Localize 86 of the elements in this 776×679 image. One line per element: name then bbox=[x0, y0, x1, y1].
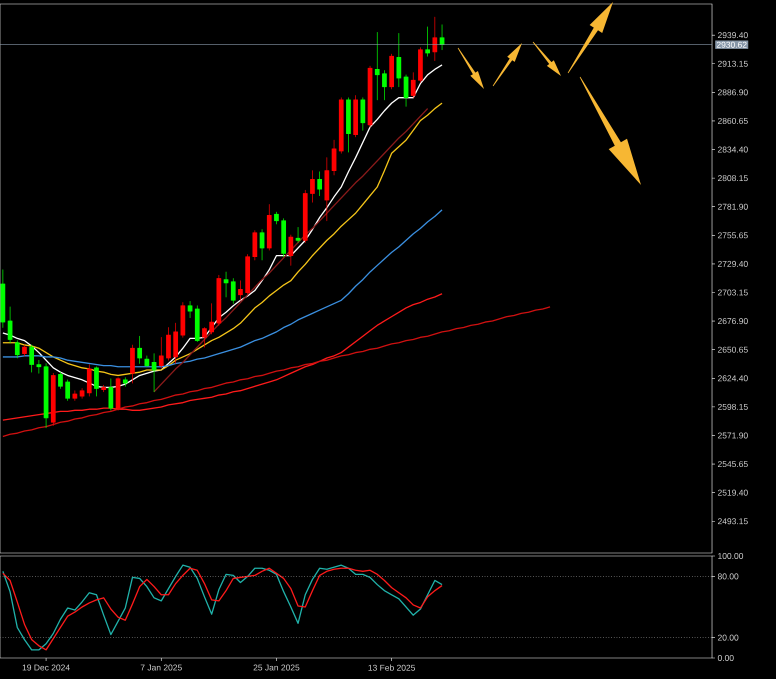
candlestick bbox=[410, 72, 416, 98]
candlestick bbox=[260, 229, 264, 260]
x-tick-label: 13 Feb 2025 bbox=[368, 664, 416, 671]
candlestick bbox=[302, 190, 308, 243]
candlestick bbox=[152, 353, 156, 392]
candlestick bbox=[296, 226, 300, 243]
candlestick bbox=[252, 230, 258, 260]
candlestick bbox=[65, 379, 70, 401]
y-tick-label: 80.00 bbox=[718, 573, 738, 580]
candlestick bbox=[122, 377, 128, 387]
y-tick-label: 2808.15 bbox=[718, 175, 748, 182]
candlestick bbox=[72, 390, 78, 401]
candlestick bbox=[29, 344, 34, 373]
candlestick bbox=[230, 278, 236, 304]
candlestick bbox=[36, 360, 42, 374]
candlestick bbox=[58, 372, 63, 389]
y-tick-label: 2886.90 bbox=[718, 89, 748, 96]
candlestick bbox=[44, 363, 48, 428]
candlestick bbox=[14, 340, 20, 358]
candlestick bbox=[22, 344, 27, 356]
candlestick bbox=[288, 234, 294, 266]
candlestick bbox=[180, 302, 186, 338]
y-tick-label: 2703.15 bbox=[718, 290, 748, 296]
candlestick bbox=[116, 377, 120, 411]
candlestick bbox=[368, 66, 372, 128]
y-tick-label: 2755.65 bbox=[718, 232, 748, 238]
candlestick bbox=[0, 269, 6, 328]
candlestick bbox=[94, 366, 99, 396]
candlestick bbox=[173, 322, 178, 364]
y-tick-label: 2519.40 bbox=[718, 490, 748, 496]
y-tick-label: 2676.90 bbox=[718, 318, 748, 324]
candlestick bbox=[50, 372, 56, 426]
candlestick bbox=[86, 364, 92, 396]
candlestick bbox=[80, 388, 84, 399]
candlestick bbox=[245, 254, 250, 294]
y-tick-label: 0.00 bbox=[718, 655, 734, 661]
candlestick bbox=[281, 218, 286, 258]
y-tick-label: 2729.40 bbox=[718, 260, 748, 267]
x-tick-label: 25 Jan 2025 bbox=[254, 664, 300, 671]
candlestick bbox=[108, 378, 114, 411]
candlestick bbox=[188, 301, 192, 318]
candlestick bbox=[353, 95, 358, 138]
candlestick bbox=[338, 97, 344, 154]
candlestick bbox=[332, 140, 336, 176]
y-tick-label: 2781.90 bbox=[718, 204, 748, 210]
candlestick bbox=[209, 303, 214, 334]
candlestick bbox=[101, 384, 106, 392]
candlestick bbox=[310, 170, 315, 203]
candlestick bbox=[382, 70, 387, 100]
y-tick-label: 2598.15 bbox=[718, 404, 748, 410]
candlestick bbox=[396, 33, 402, 88]
candlestick bbox=[324, 157, 330, 222]
y-tick-label: 2624.40 bbox=[718, 375, 748, 382]
candlestick bbox=[144, 355, 150, 368]
candlestick bbox=[224, 272, 228, 298]
candlestick bbox=[158, 336, 164, 368]
candlestick bbox=[346, 97, 351, 152]
y-tick-label: 2939.40 bbox=[718, 32, 748, 38]
y-tick-label: 2650.65 bbox=[718, 346, 748, 353]
x-tick-label: 19 Dec 2024 bbox=[22, 664, 70, 671]
y-tick-label: 2493.15 bbox=[718, 518, 748, 524]
y-tick-label: 100.00 bbox=[718, 553, 744, 559]
x-tick-label: 7 Jan 2025 bbox=[140, 664, 182, 671]
y-tick-label: 2860.65 bbox=[718, 118, 748, 124]
candlestick bbox=[137, 336, 142, 364]
candlestick bbox=[418, 47, 423, 83]
candlestick bbox=[317, 171, 322, 196]
candlestick bbox=[194, 305, 200, 342]
y-tick-label: 2545.65 bbox=[718, 461, 748, 468]
candlestick bbox=[266, 204, 272, 251]
candlestick bbox=[8, 306, 12, 344]
candlestick bbox=[216, 274, 222, 326]
y-tick-label: 2571.90 bbox=[718, 432, 748, 438]
candlestick bbox=[440, 24, 444, 50]
candlestick bbox=[360, 97, 366, 131]
candlestick bbox=[238, 280, 243, 301]
ref-line-label: 2930.62 bbox=[716, 42, 747, 48]
y-tick-label: 2834.40 bbox=[718, 146, 748, 153]
y-tick-label: 20.00 bbox=[718, 634, 738, 641]
candlestick bbox=[130, 344, 135, 384]
y-tick-label: 2913.15 bbox=[718, 60, 748, 67]
candlestick bbox=[389, 54, 394, 90]
candlestick bbox=[202, 327, 207, 348]
candlestick bbox=[404, 74, 408, 107]
candlestick bbox=[274, 212, 279, 224]
candlestick bbox=[166, 327, 171, 361]
